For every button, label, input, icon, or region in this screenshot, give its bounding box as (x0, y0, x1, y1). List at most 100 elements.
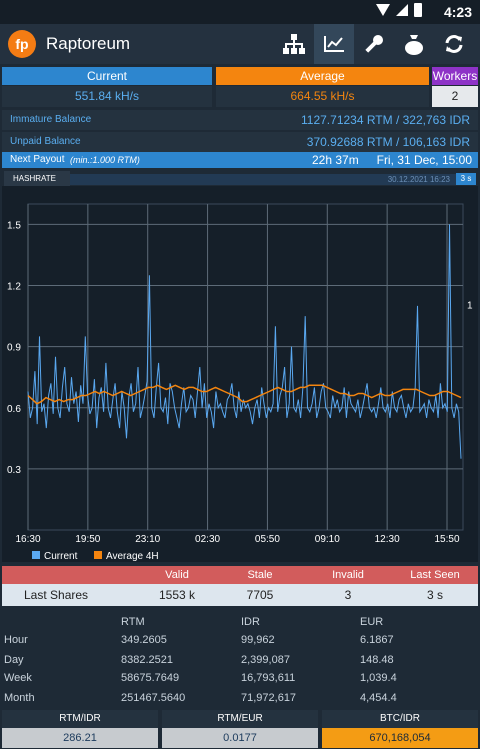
network-button[interactable] (274, 24, 314, 64)
refresh-interval-badge[interactable]: 3 s (456, 173, 476, 185)
right-axis-label: 1 (467, 300, 473, 311)
earnings-week-idr: 16,793,611 (241, 672, 296, 684)
series-line-average-4h (27, 384, 462, 405)
legend-label: Average 4H (106, 551, 159, 562)
tools-button[interactable] (354, 24, 394, 64)
earnings-table: RTM IDR EUR Hour 349.2605 99,962 6.1867 … (0, 612, 480, 708)
x-tick-label: 19:50 (75, 534, 100, 545)
payout-countdown: 22h 37m (312, 153, 359, 167)
min-payout-note: (min.:1.000 RTM) (70, 155, 140, 165)
x-tick-label: 15:50 (434, 534, 459, 545)
workers-label: Workers (432, 67, 478, 85)
shares-col-stale: Stale (247, 569, 273, 581)
refresh-icon (445, 35, 463, 53)
earnings-col-rtm: RTM (121, 616, 145, 628)
moneybag-icon (405, 35, 423, 55)
next-payout-label: Next Payout (10, 154, 65, 165)
tab-hashrate[interactable]: HASHRATE (4, 171, 70, 186)
stats-header: Current Average Workers (2, 67, 478, 85)
wifi-icon (376, 4, 390, 16)
earnings-row-label: Month (4, 692, 35, 704)
rate-value: 0.0177 (162, 728, 318, 748)
x-tick-label: 02:30 (195, 534, 220, 545)
stats-chart-button[interactable] (314, 24, 354, 64)
earnings-hour-eur: 6.1867 (360, 634, 394, 646)
x-tick-label: 12:30 (375, 534, 400, 545)
last-shares-label: Last Shares (24, 588, 89, 602)
earnings-row-label: Day (4, 654, 24, 666)
x-tick-label: 23:10 (135, 534, 160, 545)
earnings-row-label: Hour (4, 634, 28, 646)
wrench-icon (365, 35, 383, 53)
app-bar: fp Raptoreum (0, 24, 480, 64)
shares-col-valid: Valid (165, 569, 189, 581)
shares-stale: 7705 (246, 588, 274, 602)
y-tick-label: 0.6 (7, 404, 21, 415)
rate-value: 286.21 (2, 728, 158, 748)
earnings-hour-rtm: 349.2605 (121, 634, 167, 646)
legend-swatch (32, 551, 40, 559)
unpaid-balance-value: 370.92688 RTM / 106,163 IDR (306, 135, 470, 149)
legend-swatch (94, 551, 102, 559)
app-logo: fp (8, 30, 36, 58)
series-line-current (27, 224, 462, 459)
workers-count[interactable]: 2 (432, 86, 478, 107)
earnings-row-label: Week (4, 672, 32, 684)
shares-col-last-seen: Last Seen (410, 569, 460, 581)
earnings-month-eur: 4,454.4 (360, 692, 397, 704)
payouts-button[interactable] (394, 24, 434, 64)
rate-rtm-eur: RTM/EUR 0.0177 (162, 710, 318, 748)
current-hashrate: 551.84 kH/s (2, 86, 212, 107)
immature-balance-label: Immature Balance (10, 114, 92, 125)
next-payout-row: Next Payout (min.:1.000 RTM) 22h 37m Fri… (2, 152, 478, 168)
payout-date: Fri, 31 Dec, 15:00 (376, 153, 472, 167)
rate-value: 670,168,054 (322, 728, 478, 748)
stats-values: 551.84 kH/s 664.55 kH/s 2 (2, 86, 478, 107)
immature-balance-value: 1127.71234 RTM / 322,763 IDR (301, 113, 470, 127)
x-tick-label: 09:10 (315, 534, 340, 545)
earnings-hour-idr: 99,962 (241, 634, 275, 646)
chart-icon (324, 36, 344, 52)
rate-label: RTM/IDR (2, 710, 158, 728)
chart-timestamp: 30.12.2021 16:23 (70, 174, 456, 185)
hashrate-chart-svg: 0.3 0.6 0.9 1.2 1.5 16:30 19:50 23:10 02:30 05:50… (7, 203, 473, 562)
earnings-day-eur: 148.48 (360, 654, 394, 666)
earnings-day-rtm: 8382.2521 (121, 654, 173, 666)
earnings-week-rtm: 58675.7649 (121, 672, 180, 684)
average-hashrate: 664.55 kH/s (216, 86, 429, 107)
shares-valid: 1553 k (158, 588, 196, 602)
earnings-month-rtm: 251467.5640 (121, 692, 186, 704)
y-tick-label: 1.5 (7, 220, 21, 231)
unpaid-balance-label: Unpaid Balance (10, 136, 81, 147)
app-title: Raptoreum (46, 34, 131, 53)
plot-area (27, 203, 464, 531)
earnings-col-eur: EUR (360, 616, 384, 628)
immature-balance-row: Immature Balance 1127.71234 RTM / 322,76… (2, 110, 478, 130)
hashrate-tab-bar: HASHRATE 30.12.2021 16:23 3 s (2, 171, 478, 186)
hashrate-chart: 0.3 0.6 0.9 1.2 1.5 16:30 19:50 23:10 02:30 05:50… (2, 186, 478, 562)
shares-col-invalid: Invalid (332, 569, 364, 581)
status-bar: 4:23 (0, 0, 480, 24)
earnings-col-idr: IDR (241, 616, 260, 628)
legend-label: Current (44, 551, 78, 562)
network-icon (283, 34, 305, 54)
unpaid-balance-row: Unpaid Balance 370.92688 RTM / 106,163 I… (2, 132, 478, 152)
y-tick-label: 0.3 (7, 465, 21, 476)
earnings-month-idr: 71,972,617 (241, 692, 297, 704)
earnings-day-idr: 2,399,087 (241, 654, 290, 666)
earnings-week-eur: 1,039.4 (360, 672, 397, 684)
shares-invalid: 3 (344, 588, 352, 602)
rate-rtm-idr: RTM/IDR 286.21 (2, 710, 158, 748)
average-label: Average (216, 67, 429, 85)
status-time: 4:23 (443, 4, 472, 20)
x-tick-label: 05:50 (255, 534, 280, 545)
y-tick-label: 0.9 (7, 343, 21, 354)
rate-label: RTM/EUR (162, 710, 318, 728)
refresh-button[interactable] (434, 24, 474, 64)
battery-icon (414, 3, 422, 17)
x-tick-label: 16:30 (15, 534, 40, 545)
shares-last-seen: 3 s (426, 588, 443, 602)
y-tick-label: 1.2 (7, 282, 21, 293)
current-label: Current (2, 67, 212, 85)
rate-btc-idr: BTC/IDR 670,168,054 (322, 710, 478, 748)
